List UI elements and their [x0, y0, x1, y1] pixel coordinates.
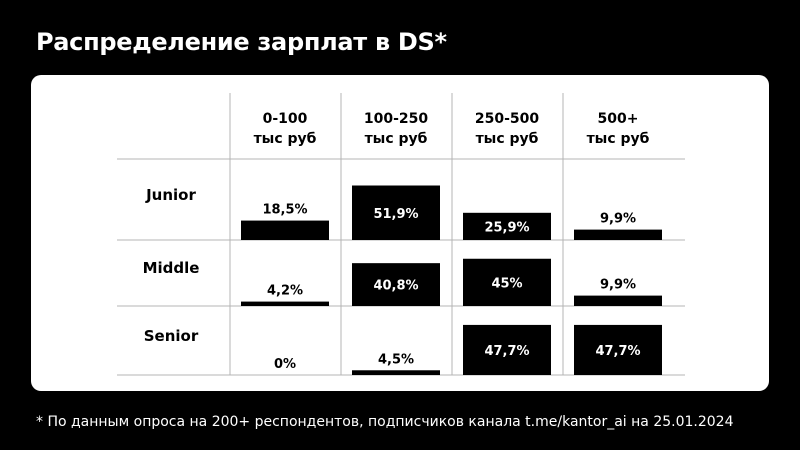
column-header-unit: тыс руб [254, 131, 317, 147]
column-header-range: 500+ [598, 111, 639, 127]
salary-chart: 0-100 тыс руб 100-250 тыс руб 250-500 тыс руб… [117, 93, 685, 376]
bar-value-label: 47,7% [484, 344, 529, 359]
column-header-unit: тыс руб [587, 131, 650, 147]
bar [241, 301, 329, 306]
bar-value-label: 4,5% [378, 352, 414, 367]
column-header-range: 0-100 [263, 111, 308, 127]
bar [574, 324, 662, 375]
bar-value-label: 4,2% [267, 284, 303, 299]
row-label: Middle [143, 259, 200, 277]
bar-value-label: 18,5% [262, 203, 307, 218]
bar [463, 212, 551, 240]
page-title: Распределение зарплат в DS* [36, 28, 447, 56]
bar [241, 220, 329, 240]
bar-value-label: 40,8% [373, 279, 418, 294]
chart-card: 0-100 тыс руб 100-250 тыс руб 250-500 тыс руб… [31, 75, 769, 391]
column-header-range: 100-250 [364, 111, 429, 127]
bar [574, 229, 662, 240]
column-header-unit: тыс руб [476, 131, 539, 147]
bar-value-label: 9,9% [600, 212, 636, 227]
column-header-unit: тыс руб [365, 131, 428, 147]
row-label: Junior [145, 186, 196, 204]
bar [352, 263, 440, 306]
bar [352, 370, 440, 375]
bar [352, 185, 440, 240]
bar [463, 258, 551, 306]
bar [574, 295, 662, 306]
bar-value-label: 9,9% [600, 278, 636, 293]
bar-value-label: 47,7% [595, 344, 640, 359]
bar-value-label: 25,9% [484, 220, 529, 235]
bar [463, 324, 551, 375]
column-header-range: 250-500 [475, 111, 540, 127]
bar-value-label: 45% [491, 276, 522, 291]
bar-value-label: 0% [274, 357, 296, 372]
footnote: * По данным опроса на 200+ респондентов,… [36, 414, 734, 430]
bar-value-label: 51,9% [373, 207, 418, 222]
row-label: Senior [144, 327, 199, 345]
